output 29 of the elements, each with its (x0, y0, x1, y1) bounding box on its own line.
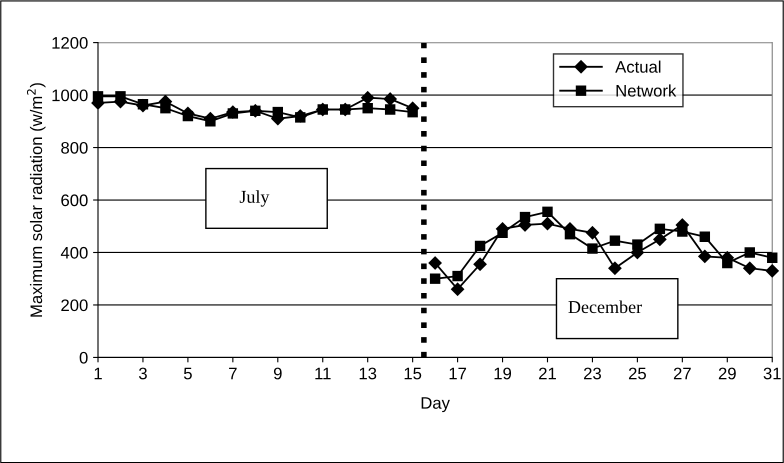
x-tick-label: 13 (360, 368, 376, 380)
legend-label: Actual (615, 60, 660, 73)
x-tick-label: 9 (274, 368, 282, 380)
x-tick-label: 5 (184, 368, 192, 380)
y-tick-label: 400 (60, 246, 88, 259)
x-tick-label: 21 (539, 368, 556, 380)
annotation: July (240, 190, 270, 207)
y-tick-label: 0 (80, 352, 88, 364)
x-tick-label: 11 (315, 368, 331, 380)
x-tick-label: 27 (674, 368, 691, 380)
x-tick-label: 19 (494, 368, 512, 380)
x-tick-label: 1 (94, 368, 102, 380)
x-axis-title: Day (422, 397, 450, 412)
x-tick-label: 17 (450, 368, 466, 380)
y-tick-label: 1000 (52, 89, 88, 102)
y-axis-title: Maximum solar radiation (w/m$^{2}$) (26, 83, 46, 317)
x-tick-label: 29 (718, 368, 736, 380)
y-tick-label: 200 (61, 299, 88, 312)
y-tick-label: 1200 (52, 36, 88, 49)
x-tick-label: 3 (138, 368, 147, 380)
y-tick-label: 800 (61, 142, 88, 154)
x-tick-label: 31 (764, 368, 781, 380)
legend-label: Network (616, 84, 676, 97)
x-tick-label: 15 (404, 368, 422, 380)
annotation: December (568, 300, 642, 314)
x-tick-label: 23 (584, 368, 601, 380)
x-tick-label: 25 (628, 368, 646, 380)
x-tick-label: 7 (229, 368, 237, 380)
y-tick-label: 600 (61, 194, 88, 206)
